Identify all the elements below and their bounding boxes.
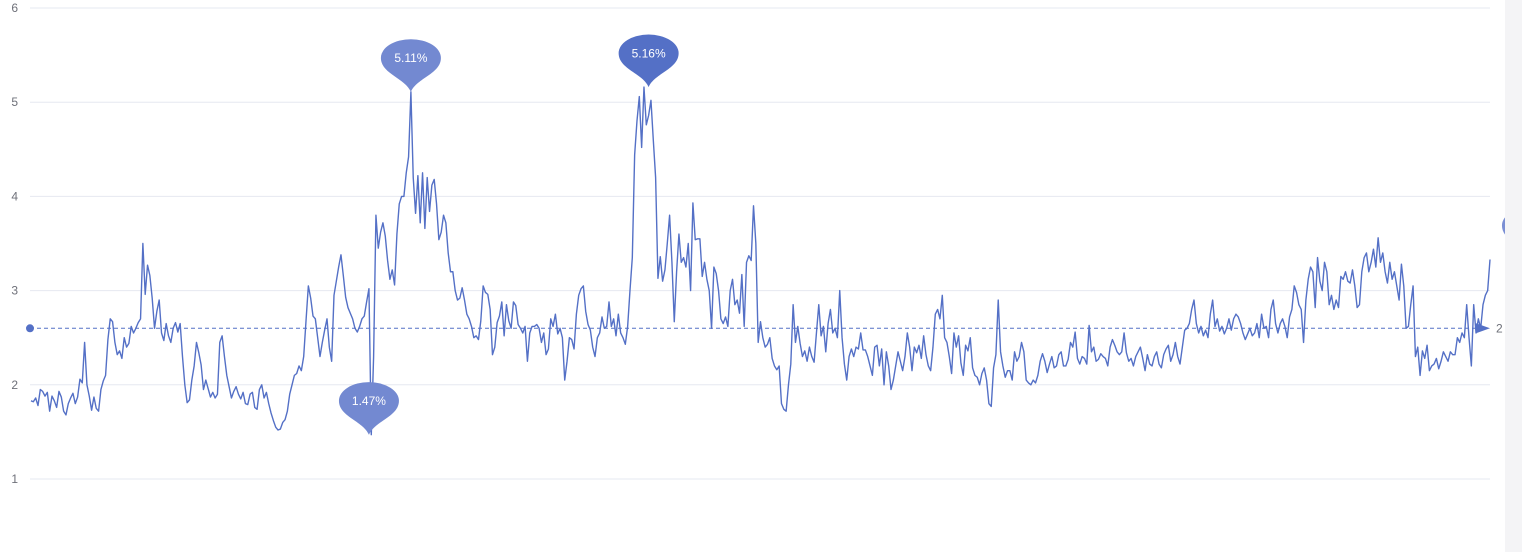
scrollbar-track[interactable] [1505,0,1522,552]
mark-point-pin: 3.33% [1501,217,1505,235]
scrollbar-thumb[interactable] [1505,0,1522,552]
series-path [30,86,1491,436]
mark-point-label: 1.47% [352,394,386,408]
y-tick-label: 3 [11,284,18,298]
grid-lines [30,7,1490,480]
y-tick-label: 6 [11,1,18,15]
y-tick-label: 2 [11,378,18,392]
mark-point-label: 5.16% [632,46,666,60]
mark-line-arrow [1476,323,1490,334]
y-axis: 1 2 3 4 5 6 [11,1,18,486]
series-line [30,86,1491,436]
y-tick-label: 1 [11,472,18,486]
mark-point-pin: 5.16% [618,34,679,88]
y-tick-label: 5 [11,95,18,109]
mark-point-pin: 5.11% [380,39,441,92]
mark-points: 5.11% 5.16% 1.47% 3.33% [338,34,1505,435]
mark-point-label: 5.11% [394,51,427,65]
y-tick-label: 4 [11,189,18,203]
mark-point-pin: 1.47% [338,382,399,435]
mark-line-label: 2 [1496,321,1503,335]
average-mark-line: 2 [26,321,1503,335]
